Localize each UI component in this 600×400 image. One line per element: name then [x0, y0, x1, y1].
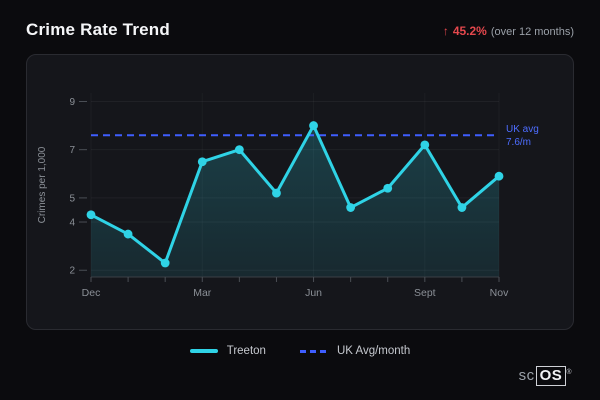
- trend-percent: 45.2%: [452, 24, 487, 38]
- legend-item-treeton[interactable]: Treeton: [189, 345, 266, 357]
- y-tick-label: 2: [69, 266, 75, 277]
- scos-logo: sc OS ®: [518, 366, 572, 386]
- treeton-line-swatch: [189, 349, 218, 353]
- uk-avg-annotation-line1: UK avg: [506, 124, 539, 135]
- data-point[interactable]: [383, 183, 393, 193]
- y-tick-label: 5: [69, 193, 75, 204]
- logo-reg-mark: ®: [566, 369, 572, 376]
- y-tick-label: 4: [69, 218, 75, 229]
- chart-card: 2 4 5 7 9 Dec Mar Jun Sept Nov Crimes per 1,000 UK …: [26, 54, 574, 330]
- data-point[interactable]: [272, 188, 281, 198]
- y-tick-label: 9: [69, 97, 75, 108]
- trend-stat: ↑ 45.2% (over 12 months): [443, 24, 574, 38]
- data-point[interactable]: [234, 145, 244, 155]
- data-point[interactable]: [160, 258, 170, 268]
- data-point[interactable]: [420, 140, 430, 150]
- x-tick-label: Dec: [82, 287, 101, 299]
- y-axis-label: Crimes per 1,000: [37, 146, 48, 223]
- header: Crime Rate Trend ↑ 45.2% (over 12 months…: [26, 20, 574, 40]
- y-tick-label: 7: [69, 145, 75, 156]
- legend-item-uk-avg[interactable]: UK Avg/month: [299, 345, 411, 357]
- data-point[interactable]: [123, 229, 133, 239]
- data-point[interactable]: [309, 121, 318, 130]
- treeton-area-fill: [91, 125, 499, 278]
- x-tick-label: Sept: [414, 287, 436, 299]
- uk-avg-annotation-line2: 7.6/m: [506, 137, 531, 148]
- legend-label-uk-avg: UK Avg/month: [336, 345, 411, 357]
- data-point[interactable]: [346, 203, 356, 212]
- up-arrow-icon: ↑: [442, 24, 449, 38]
- logo-text-sc: sc: [518, 367, 535, 384]
- x-tick-label: Nov: [490, 287, 509, 299]
- x-tick-label: Mar: [193, 287, 212, 299]
- crime-trend-chart: 2 4 5 7 9 Dec Mar Jun Sept Nov Crimes per 1,000 UK …: [37, 97, 539, 299]
- data-point[interactable]: [457, 203, 467, 212]
- data-point[interactable]: [86, 210, 96, 220]
- data-point[interactable]: [494, 171, 504, 181]
- legend-label-treeton: Treeton: [226, 345, 266, 357]
- chart-legend: Treeton UK Avg/month: [26, 345, 574, 357]
- trend-note: (over 12 months): [490, 26, 574, 38]
- page-title: Crime Rate Trend: [26, 20, 170, 39]
- treeton-line: [89, 124, 501, 265]
- x-tick-label: Jun: [305, 287, 322, 299]
- uk-avg-dash-swatch: [299, 349, 328, 353]
- data-point[interactable]: [197, 157, 207, 167]
- logo-text-os: OS: [535, 366, 567, 386]
